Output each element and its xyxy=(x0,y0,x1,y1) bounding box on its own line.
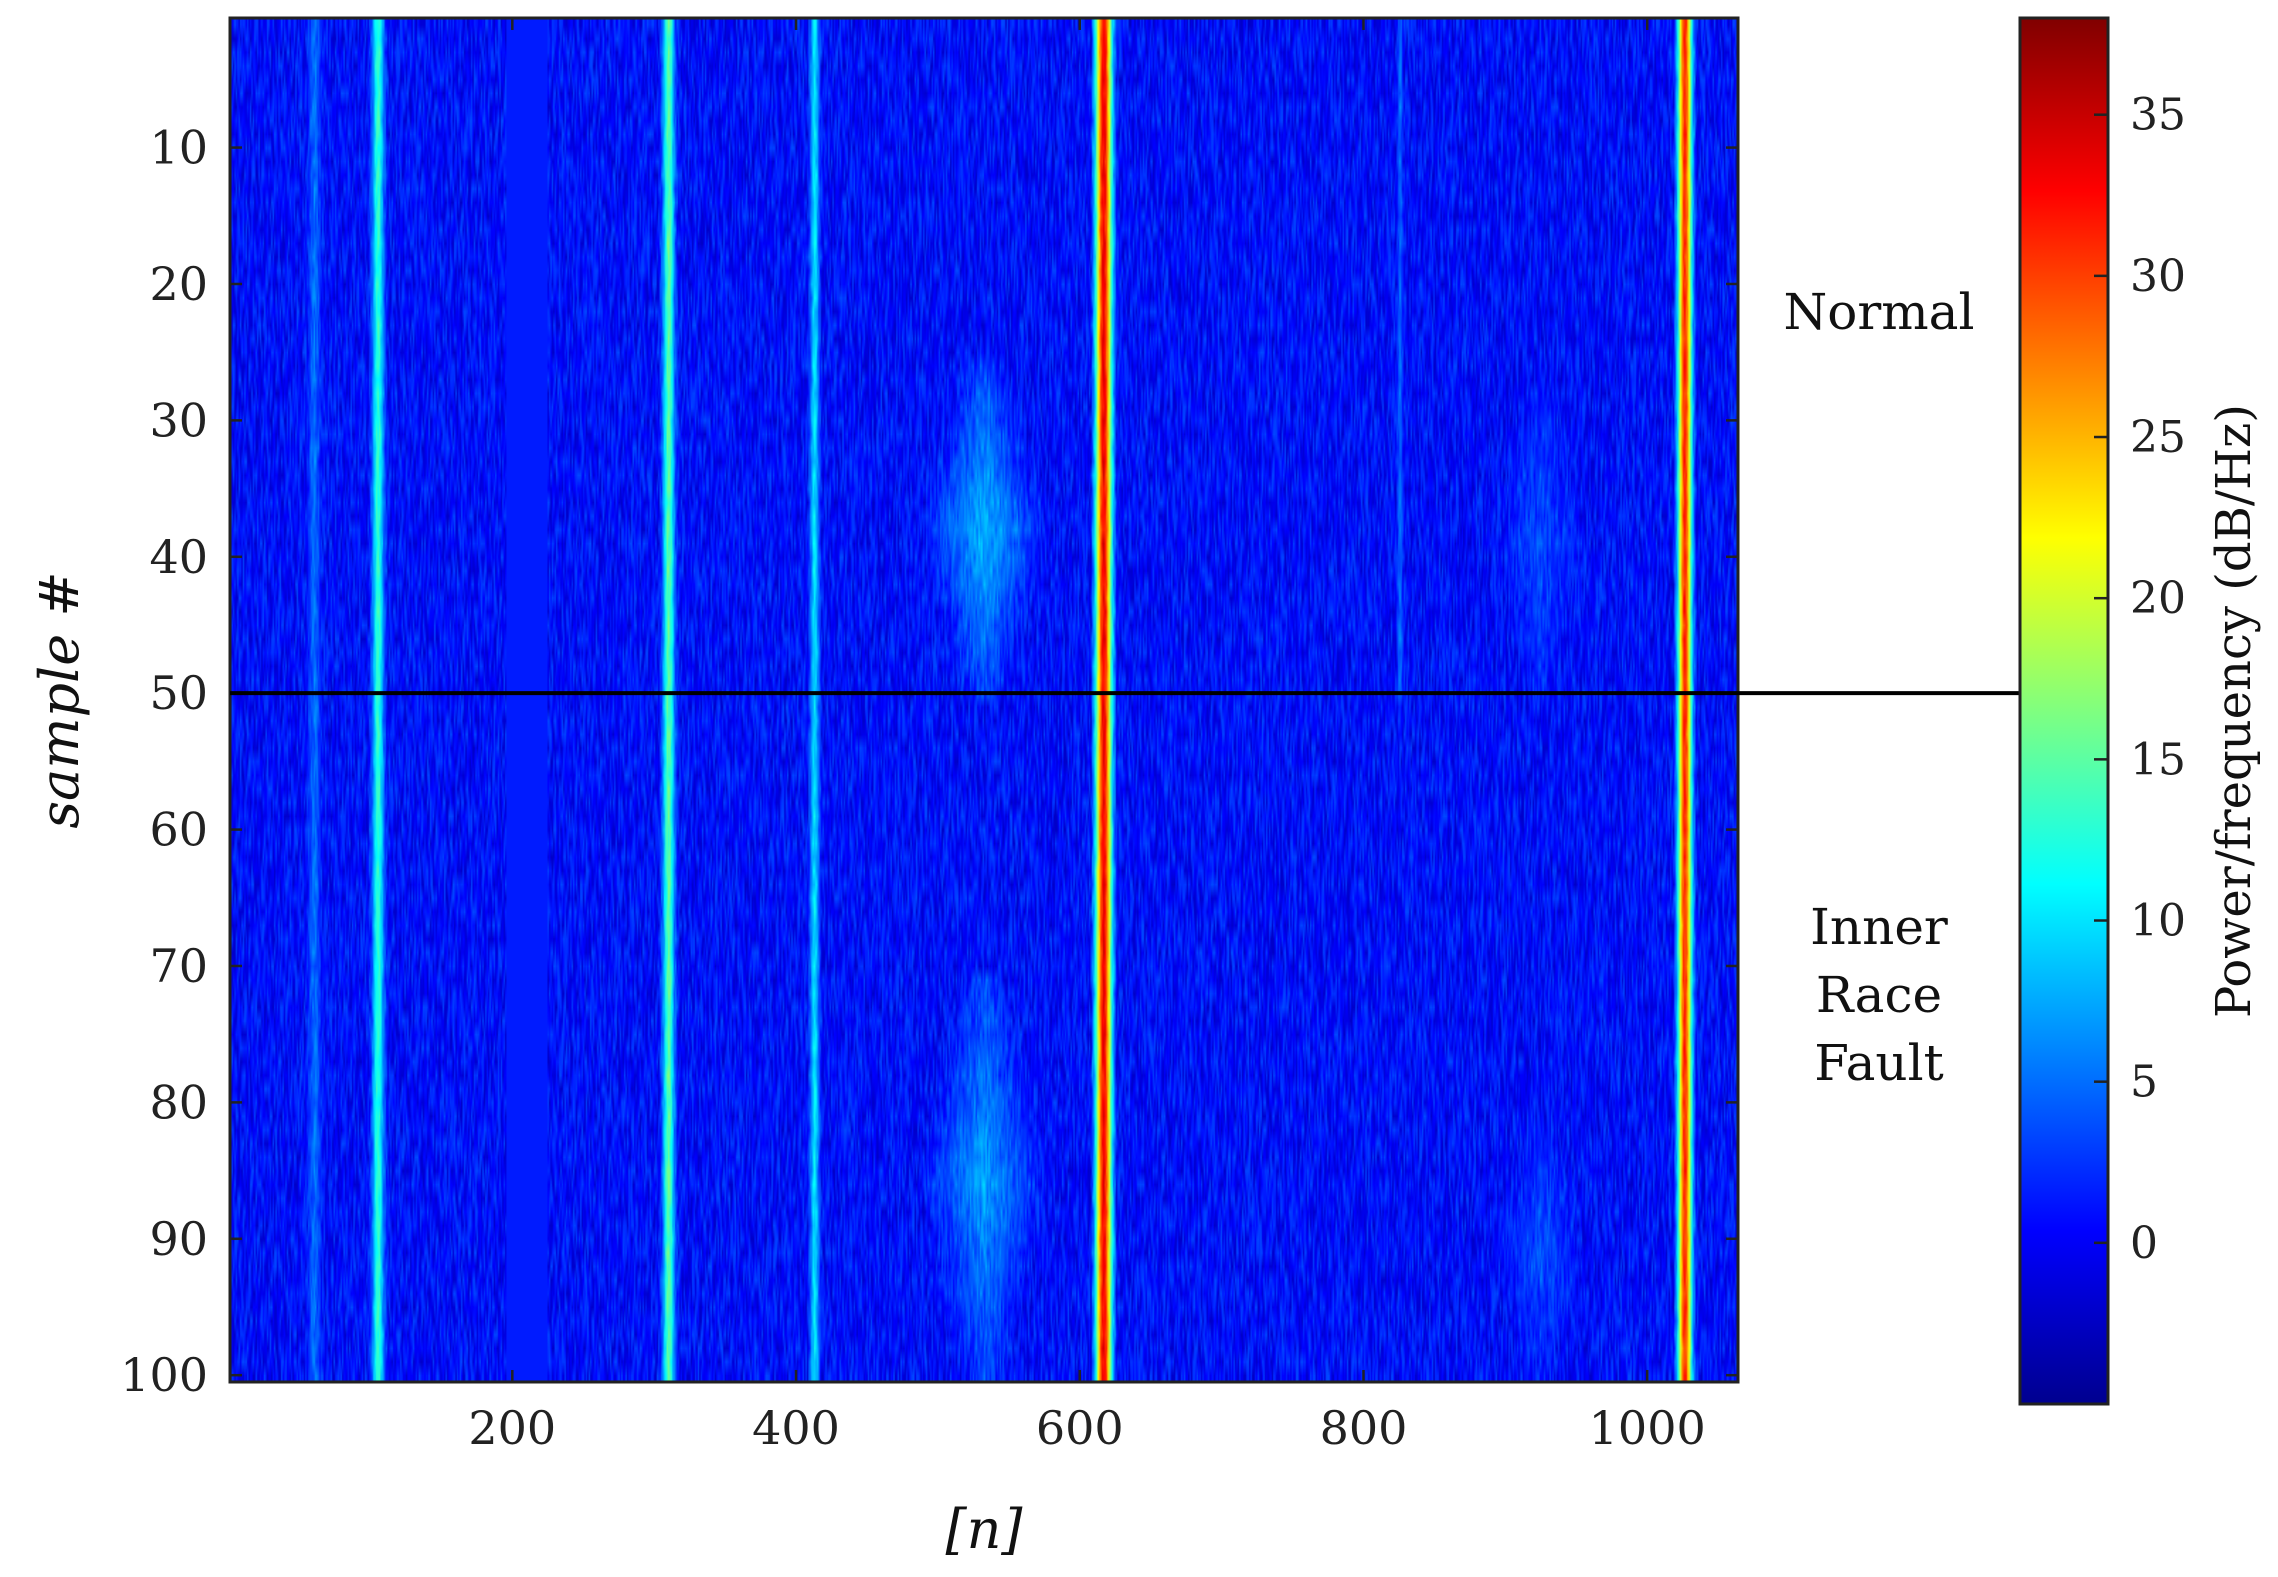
class-label-line: Inner xyxy=(1810,898,1948,956)
colorbar-tick-label: 25 xyxy=(2130,412,2186,463)
y-axis-title: sample # xyxy=(28,571,91,828)
x-tick-label: 1000 xyxy=(1589,1401,1706,1455)
heatmap-image xyxy=(230,18,1738,1382)
colorbar-tick-label: 35 xyxy=(2130,90,2186,141)
colorbar-tick-label: 0 xyxy=(2130,1218,2158,1269)
y-axis: 10 20 30 40 50 60 70 80 90 100 xyxy=(120,121,1738,1402)
x-tick-label: 600 xyxy=(1036,1401,1124,1455)
y-tick-label: 90 xyxy=(149,1212,208,1266)
y-tick-label: 20 xyxy=(149,257,208,311)
x-tick-label: 400 xyxy=(752,1401,840,1455)
y-tick-label: 50 xyxy=(149,666,208,720)
class-label-line: Fault xyxy=(1814,1034,1943,1092)
class-label-normal: Normal xyxy=(1784,283,1975,341)
y-tick-label: 70 xyxy=(149,939,208,993)
colorbar-tick-label: 15 xyxy=(2130,734,2186,785)
y-tick-label: 10 xyxy=(149,121,208,175)
heatmap-frame xyxy=(228,16,1740,1384)
y-tick-label: 60 xyxy=(149,803,208,857)
x-axis-title: [n] xyxy=(946,1498,1024,1561)
x-tick-label: 200 xyxy=(468,1401,556,1455)
heatmap-panel xyxy=(228,16,1740,1384)
colorbar-tick-label: 10 xyxy=(2130,896,2186,947)
y-tick-label: 30 xyxy=(149,393,208,447)
x-axis: 200 400 600 800 1000 xyxy=(468,18,1706,1455)
y-tick-label: 80 xyxy=(149,1075,208,1129)
x-tick-label: 800 xyxy=(1320,1401,1408,1455)
colorbar: 0 5 10 15 20 25 30 35 Power/frequency (dB/Hz) xyxy=(2018,16,2262,1406)
colorbar-tick-label: 20 xyxy=(2130,573,2186,624)
colorbar-tick-label: 5 xyxy=(2130,1057,2158,1108)
y-tick-label: 100 xyxy=(120,1348,208,1402)
colorbar-gradient xyxy=(2020,18,2108,1404)
colorbar-ticks: 0 5 10 15 20 25 30 35 xyxy=(2094,90,2186,1269)
colorbar-title: Power/frequency (dB/Hz) xyxy=(2206,404,2262,1018)
class-label-line: Race xyxy=(1816,966,1942,1024)
colorbar-frame xyxy=(2018,16,2110,1406)
class-label-inner-race-fault: Inner Race Fault xyxy=(1810,898,1948,1092)
colorbar-tick-label: 30 xyxy=(2130,251,2186,302)
y-tick-label: 40 xyxy=(149,530,208,584)
